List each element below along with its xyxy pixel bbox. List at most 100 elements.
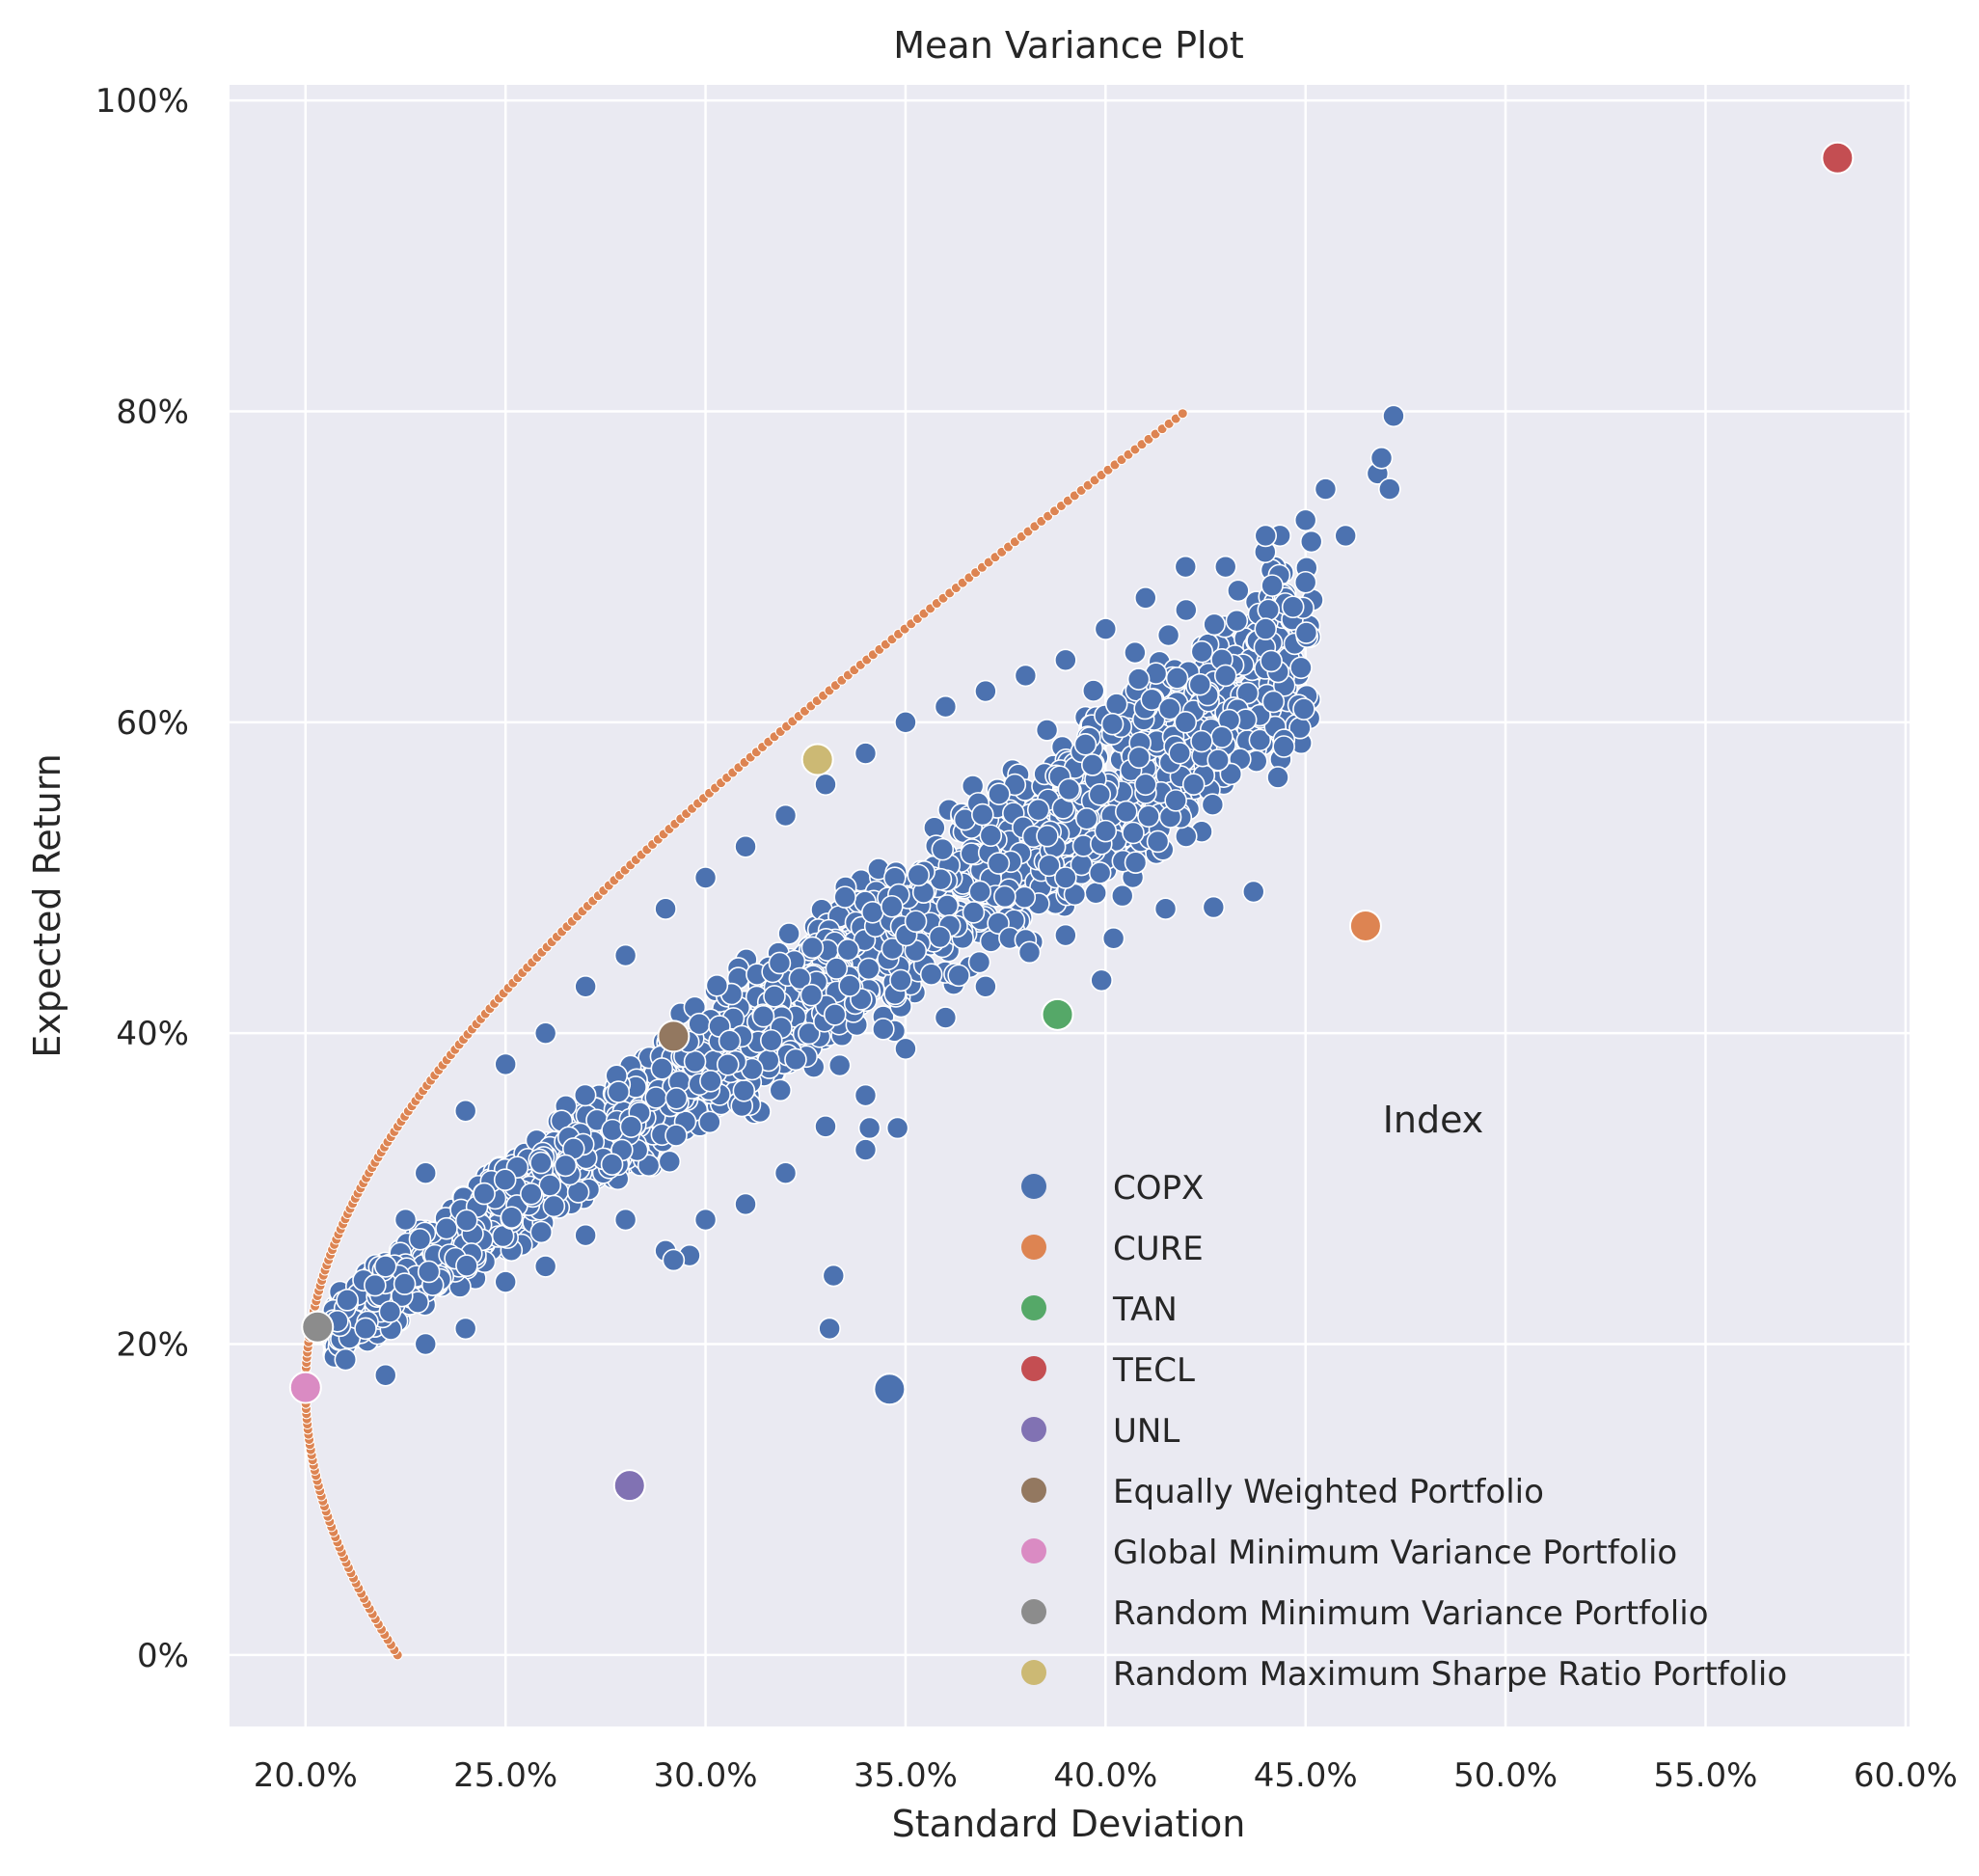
legend-marker [1021,1174,1046,1199]
random-portfolio-point [693,866,718,889]
random-portfolio-point [1293,508,1317,532]
random-portfolio-point [500,1206,524,1229]
random-portfolio-point [1174,711,1198,734]
x-tick-label: 20.0% [254,1756,358,1795]
random-portfolio-point [1036,824,1059,848]
random-portfolio-point [664,1087,689,1110]
random-portfolio-point [1260,649,1283,673]
random-portfolio-point [947,964,970,988]
legend-label: CURE [1113,1230,1204,1268]
legend-label: Random Minimum Variance Portfolio [1113,1594,1709,1633]
random-portfolio-point [600,1153,624,1177]
random-portfolio-point [904,910,928,934]
random-portfolio-point [693,1208,718,1232]
x-tick-label: 50.0% [1453,1756,1558,1795]
random-portfolio-point [650,1057,674,1080]
random-portfolio-point [574,1223,597,1247]
random-portfolio-point [838,974,861,997]
random-portfolio-point [881,894,904,918]
random-portfolio-point [654,897,677,921]
random-portfolio-point [1156,623,1180,647]
random-portfolio-point [698,1110,721,1134]
random-portfolio-point [1219,762,1243,786]
random-portfolio-point [373,1363,397,1387]
random-portfolio-point [800,936,825,960]
key-point-random-maximum-sharpe-ratio-portfolio [800,743,834,776]
random-portfolio-point [1213,664,1237,688]
random-portfolio-point [1088,783,1112,806]
random-portfolio-point [1206,748,1230,772]
random-portfolio-point [1094,819,1118,843]
legend-label: TECL [1112,1351,1195,1390]
random-portfolio-point [1314,477,1338,501]
random-portfolio-point [1122,821,1145,845]
random-portfolio-point [987,852,1011,875]
key-points [288,141,1855,1503]
random-portfolio-point [699,1070,722,1093]
random-portfolio-point [1382,404,1405,428]
frontier-point [1177,408,1188,420]
random-portfolio-point [931,837,955,861]
legend-marker [1021,1295,1046,1320]
random-portfolio-point [1140,688,1164,712]
random-portfolio-point [979,824,1003,848]
random-portfolio-point [907,863,931,887]
key-point-tecl [1821,141,1855,175]
random-portfolio-point [1165,666,1189,690]
random-portfolio-point [1153,897,1178,921]
random-portfolio-point [970,802,994,827]
random-portfolio-point [1146,829,1170,854]
x-tick-label: 55.0% [1653,1756,1757,1795]
random-portfolio-point [1035,719,1059,742]
key-point-tan [1041,997,1074,1031]
random-portfolio-point [818,1317,841,1341]
key-point-copx [873,1373,907,1406]
random-portfolio-point [814,773,837,797]
random-portfolio-point [1254,524,1278,548]
random-portfolio-point [1202,895,1226,919]
random-portfolio-point [574,975,597,998]
random-portfolio-point [334,1347,358,1372]
random-portfolio-point [881,937,905,961]
random-portfolio-point [1203,612,1226,637]
random-portfolio-point [1013,885,1037,910]
key-point-cure [1348,909,1382,942]
key-point-global-minimum-variance-portfolio [288,1371,322,1404]
random-portfolio-point [734,1192,757,1216]
random-portfolio-point [1081,679,1105,702]
grid-lines [230,85,1910,1726]
random-portfolio-point [613,943,637,967]
random-portfolio-point [974,975,997,998]
x-tick-label: 60.0% [1854,1756,1958,1795]
random-portfolio-point [705,973,729,997]
random-portfolio-point [993,884,1017,909]
random-portfolio-point [1257,598,1281,622]
random-portfolio-point [1254,617,1278,640]
random-portfolio-point [773,1161,798,1185]
random-portfolio-point [1134,773,1157,797]
random-portfolio-point [453,1317,477,1341]
legend-label: COPX [1113,1169,1204,1208]
random-portfolio-point [1188,672,1212,696]
random-portfolio-point [1026,798,1050,822]
random-portfolio-point [1261,690,1286,714]
legend-marker [1021,1478,1046,1503]
random-portfolio-point [854,1083,878,1107]
random-portfolio-point [1127,746,1151,770]
random-portfolio-point [664,1124,688,1147]
random-portfolio-point [533,1255,557,1278]
random-portfolio-point [520,1183,543,1206]
random-portfolio-point [856,957,881,981]
random-portfolio-point [1014,664,1038,688]
random-portfolio-point [825,957,849,980]
random-portfolio-point [662,1248,686,1272]
random-portfolio-point [473,1182,496,1206]
random-portfolio-point [1292,697,1315,720]
random-portfolio-point [1261,574,1284,597]
legend-label: TAN [1112,1291,1178,1329]
random-portfolio-point [1126,667,1151,691]
key-point-random-minimum-variance-portfolio [301,1310,335,1344]
legend: Index COPX CURE TAN TECL UNL Equally Weighted… [1021,1099,1787,1694]
legend-marker [1021,1356,1046,1381]
